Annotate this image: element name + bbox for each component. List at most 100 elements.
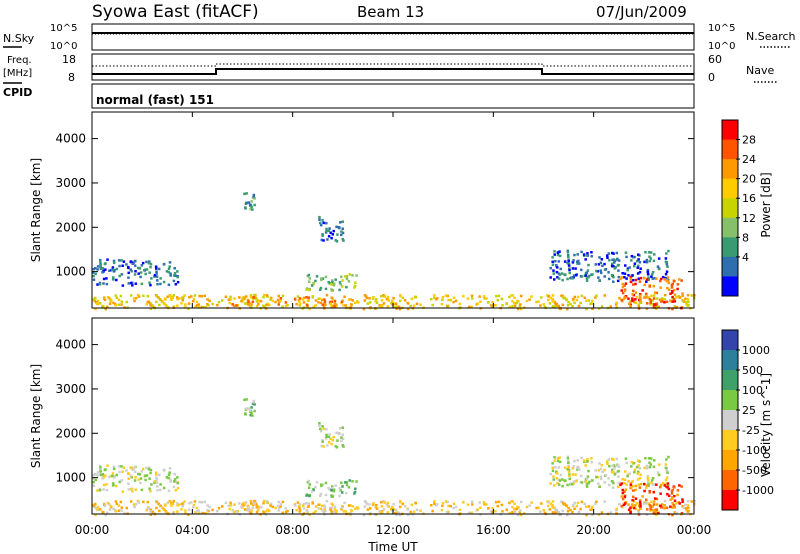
heatmap-cell: [332, 435, 335, 439]
heatmap-cell: [315, 275, 319, 278]
heatmap-cell: [610, 264, 614, 268]
heatmap-cell: [610, 262, 614, 266]
heatmap-cell: [94, 506, 98, 510]
heatmap-cell: [508, 501, 511, 505]
heatmap-cell: [573, 459, 576, 463]
heatmap-cell: [106, 501, 110, 505]
heatmap-cell: [620, 504, 623, 508]
heatmap-cell: [392, 296, 395, 300]
heatmap-cell: [682, 506, 686, 509]
heatmap-cell: [321, 303, 325, 306]
heatmap-cell: [419, 303, 422, 306]
heatmap-cell: [325, 229, 328, 233]
heatmap-cell: [310, 284, 314, 287]
heatmap-cell: [597, 469, 601, 472]
heatmap-cell: [96, 265, 100, 268]
heatmap-cell: [232, 304, 236, 308]
heatmap-cell: [567, 255, 570, 259]
heatmap-cell: [610, 251, 614, 255]
heatmap-cell: [266, 295, 269, 298]
heatmap-cell: [585, 279, 589, 282]
heatmap-cell: [645, 278, 649, 281]
heatmap-cell: [329, 508, 332, 512]
heatmap-cell: [319, 429, 323, 433]
heatmap-cell: [146, 500, 150, 504]
heatmap-cell: [243, 398, 246, 402]
heatmap-cell: [638, 261, 642, 264]
heatmap-cell: [321, 234, 324, 237]
heatmap-cell: [99, 260, 102, 263]
heatmap-cell: [327, 235, 331, 238]
heatmap-cell: [320, 277, 323, 280]
heatmap-cell: [333, 299, 337, 303]
heatmap-cell: [659, 286, 662, 289]
heatmap-cell: [596, 270, 599, 273]
heatmap-cell: [250, 406, 253, 409]
heatmap-cell: [176, 275, 179, 279]
heatmap-cell: [333, 302, 337, 305]
y-tick-label: 3000: [55, 382, 86, 396]
heatmap-cell: [547, 295, 550, 298]
heatmap-cell: [646, 272, 650, 276]
heatmap-cell: [511, 299, 514, 303]
heatmap-cell: [522, 306, 526, 309]
heatmap-cell: [133, 299, 136, 303]
heatmap-cell: [639, 296, 642, 300]
heatmap-cell: [607, 477, 610, 480]
heatmap-cell: [155, 500, 159, 504]
heatmap-cell: [551, 500, 555, 503]
heatmap-cell: [127, 271, 130, 275]
heatmap-cell: [508, 295, 511, 299]
heatmap-cell: [419, 509, 422, 512]
heatmap-cell: [98, 282, 102, 286]
heatmap-cell: [617, 481, 621, 485]
heatmap-cell: [112, 467, 116, 471]
heatmap-cell: [92, 278, 96, 281]
heatmap-cell: [561, 278, 564, 282]
heatmap-cell: [671, 291, 674, 294]
heatmap-cell: [558, 250, 561, 253]
heatmap-cell: [623, 481, 626, 485]
heatmap-cell: [579, 301, 582, 305]
heatmap-cell: [601, 470, 604, 474]
heatmap-cell: [652, 465, 656, 469]
heatmap-cell: [572, 276, 575, 279]
heatmap-cell: [111, 474, 114, 478]
heatmap-cell: [634, 503, 637, 507]
heatmap-cell: [133, 466, 137, 469]
heatmap-cell: [573, 301, 576, 305]
heatmap-cell: [375, 297, 378, 301]
heatmap-cell: [670, 289, 674, 293]
heatmap-cell: [649, 509, 652, 512]
heatmap-cell: [175, 502, 179, 505]
heatmap-cell: [119, 294, 123, 298]
heatmap-cell: [664, 466, 668, 470]
heatmap-cell: [375, 301, 379, 304]
heatmap-cell: [277, 303, 280, 306]
heatmap-cell: [342, 304, 345, 307]
heatmap-cell: [515, 507, 519, 511]
colorbar-tick-label: 8: [742, 231, 749, 244]
heatmap-cell: [586, 252, 589, 255]
heatmap-cell: [645, 513, 649, 516]
heatmap-cell: [238, 296, 241, 299]
heatmap-cell: [634, 297, 637, 301]
heatmap-cell: [616, 485, 620, 489]
nsearch-tick-bottom: 10^0: [708, 41, 735, 52]
heatmap-cell: [617, 475, 620, 478]
heatmap-cell: [673, 499, 677, 502]
heatmap-cell: [666, 471, 669, 474]
heatmap-cell: [391, 506, 394, 509]
heatmap-cell: [657, 473, 661, 477]
heatmap-cell: [624, 488, 628, 491]
heatmap-cell: [685, 509, 688, 512]
heatmap-cell: [563, 466, 567, 469]
heatmap-cell: [686, 504, 690, 507]
heatmap-cell: [169, 297, 173, 300]
heatmap-cell: [653, 253, 656, 256]
heatmap-cell: [638, 507, 642, 510]
heatmap-cell: [101, 267, 105, 270]
heatmap-cell: [556, 276, 559, 279]
heatmap-cell: [567, 468, 571, 472]
